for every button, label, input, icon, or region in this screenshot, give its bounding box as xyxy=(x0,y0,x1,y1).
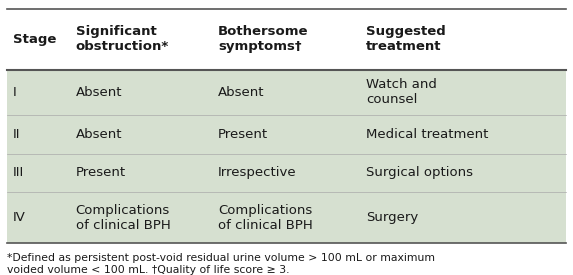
Text: Absent: Absent xyxy=(76,86,122,99)
Text: *Defined as persistent post-void residual urine volume > 100 mL or maximum
voide: *Defined as persistent post-void residua… xyxy=(7,253,435,274)
Text: Suggested
treatment: Suggested treatment xyxy=(366,25,446,53)
Text: Present: Present xyxy=(218,128,268,141)
Text: Medical treatment: Medical treatment xyxy=(366,128,489,141)
Text: I: I xyxy=(13,86,17,99)
Text: Significant
obstruction*: Significant obstruction* xyxy=(76,25,169,53)
Text: Watch and
counsel: Watch and counsel xyxy=(366,78,437,106)
Text: IV: IV xyxy=(13,211,26,224)
Text: II: II xyxy=(13,128,20,141)
Text: Bothersome
symptoms†: Bothersome symptoms† xyxy=(218,25,309,53)
Text: Surgery: Surgery xyxy=(366,211,419,224)
Text: Complications
of clinical BPH: Complications of clinical BPH xyxy=(76,204,170,232)
Text: Complications
of clinical BPH: Complications of clinical BPH xyxy=(218,204,313,232)
Text: Absent: Absent xyxy=(218,86,265,99)
Text: Surgical options: Surgical options xyxy=(366,166,473,180)
Text: Irrespective: Irrespective xyxy=(218,166,297,180)
Text: Present: Present xyxy=(76,166,125,180)
Text: III: III xyxy=(13,166,24,180)
Text: Stage: Stage xyxy=(13,33,56,46)
Text: Absent: Absent xyxy=(76,128,122,141)
